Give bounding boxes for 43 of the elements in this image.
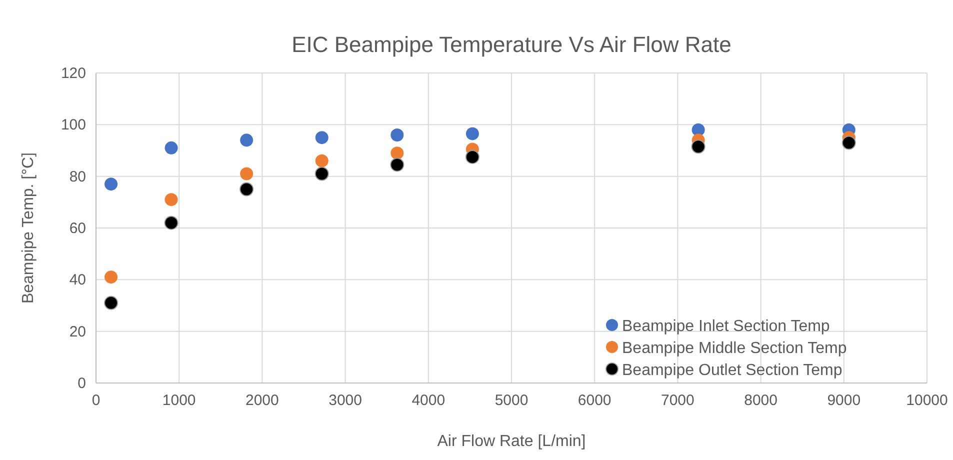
y-tick-label: 100 bbox=[60, 116, 86, 134]
x-tick-label: 6000 bbox=[578, 392, 612, 409]
x-tick-label: 4000 bbox=[412, 392, 446, 409]
y-tick-label: 40 bbox=[69, 272, 86, 289]
point bbox=[104, 270, 118, 284]
x-axis-title: Air Flow Rate [L/min] bbox=[437, 433, 586, 450]
chart-title: EIC Beampipe Temperature Vs Air Flow Rate bbox=[292, 32, 732, 57]
y-tick-label: 0 bbox=[78, 375, 86, 392]
legend-label: Beampipe Outlet Section Temp bbox=[622, 362, 842, 379]
point bbox=[390, 158, 404, 172]
point bbox=[164, 193, 178, 206]
x-tick-label: 1000 bbox=[162, 392, 196, 409]
point bbox=[315, 131, 328, 144]
point bbox=[240, 167, 254, 180]
x-tick-label: 0 bbox=[92, 392, 100, 409]
point bbox=[314, 166, 329, 181]
x-tick-label: 3000 bbox=[328, 392, 362, 409]
point bbox=[691, 140, 706, 154]
point bbox=[240, 182, 254, 196]
point bbox=[104, 178, 118, 191]
legend-label: Beampipe Middle Section Temp bbox=[622, 340, 847, 357]
x-tick-label: 9000 bbox=[827, 392, 861, 409]
x-tick-label: 5000 bbox=[494, 392, 528, 409]
x-tick-label: 7000 bbox=[661, 392, 694, 409]
x-tick-label: 8000 bbox=[744, 392, 778, 409]
y-axis-title: Beampipe Temp. [°C] bbox=[20, 152, 37, 304]
point bbox=[164, 216, 178, 230]
point bbox=[240, 134, 254, 147]
legend-label: Beampipe Inlet Section Temp bbox=[622, 318, 830, 335]
point bbox=[465, 150, 480, 164]
point bbox=[164, 141, 178, 154]
point bbox=[390, 128, 404, 142]
y-tick-label: 20 bbox=[69, 323, 86, 340]
x-tick-label: 2000 bbox=[246, 392, 279, 409]
point bbox=[315, 154, 328, 168]
point bbox=[104, 296, 118, 310]
point bbox=[390, 146, 404, 160]
y-tick-label: 80 bbox=[69, 168, 86, 186]
point bbox=[842, 136, 856, 150]
x-tick-label: 10000 bbox=[906, 392, 948, 409]
y-tick-label: 120 bbox=[60, 65, 86, 82]
y-tick-label: 60 bbox=[69, 220, 86, 237]
point bbox=[466, 127, 479, 140]
